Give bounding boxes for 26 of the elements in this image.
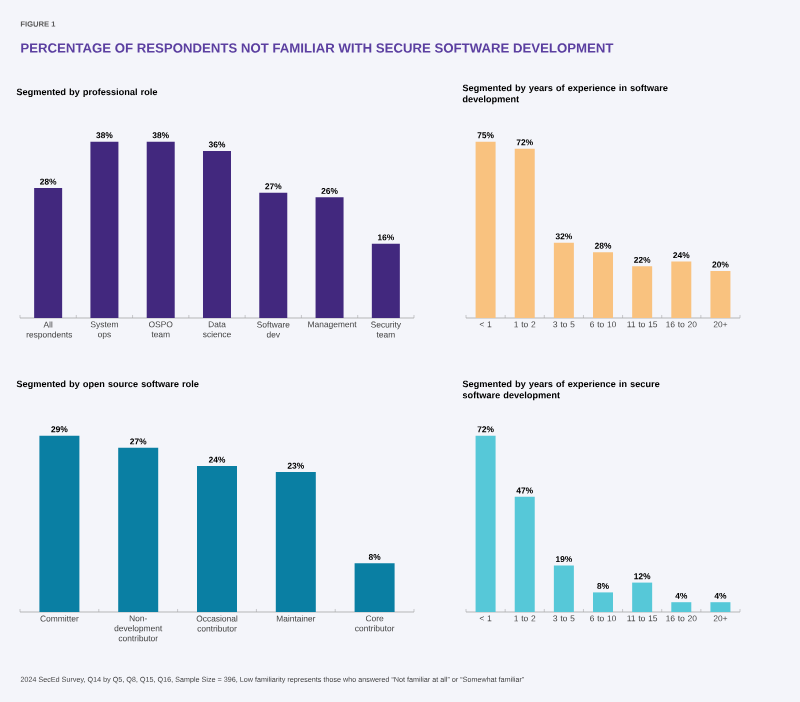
- bar: [118, 447, 159, 612]
- bar: [146, 141, 175, 318]
- bar: [632, 266, 653, 318]
- bar: [197, 466, 237, 612]
- bar: [202, 150, 231, 318]
- bar: [710, 270, 731, 318]
- bar: [259, 192, 288, 318]
- bar: [593, 252, 614, 318]
- bar: [553, 242, 574, 318]
- bar: [315, 197, 344, 318]
- bar: [632, 582, 653, 612]
- bar: [593, 592, 614, 612]
- bar: [514, 148, 535, 318]
- bar: [475, 435, 496, 612]
- bar: [90, 141, 119, 318]
- bar: [671, 602, 692, 612]
- bar: [671, 261, 692, 318]
- bar: [371, 243, 400, 318]
- bar: [553, 565, 574, 612]
- bar: [514, 496, 535, 612]
- bar: [354, 563, 395, 612]
- bar: [475, 141, 496, 318]
- bar: [39, 435, 80, 612]
- bar: [710, 602, 731, 612]
- bar: [275, 472, 316, 612]
- bar: [34, 188, 63, 318]
